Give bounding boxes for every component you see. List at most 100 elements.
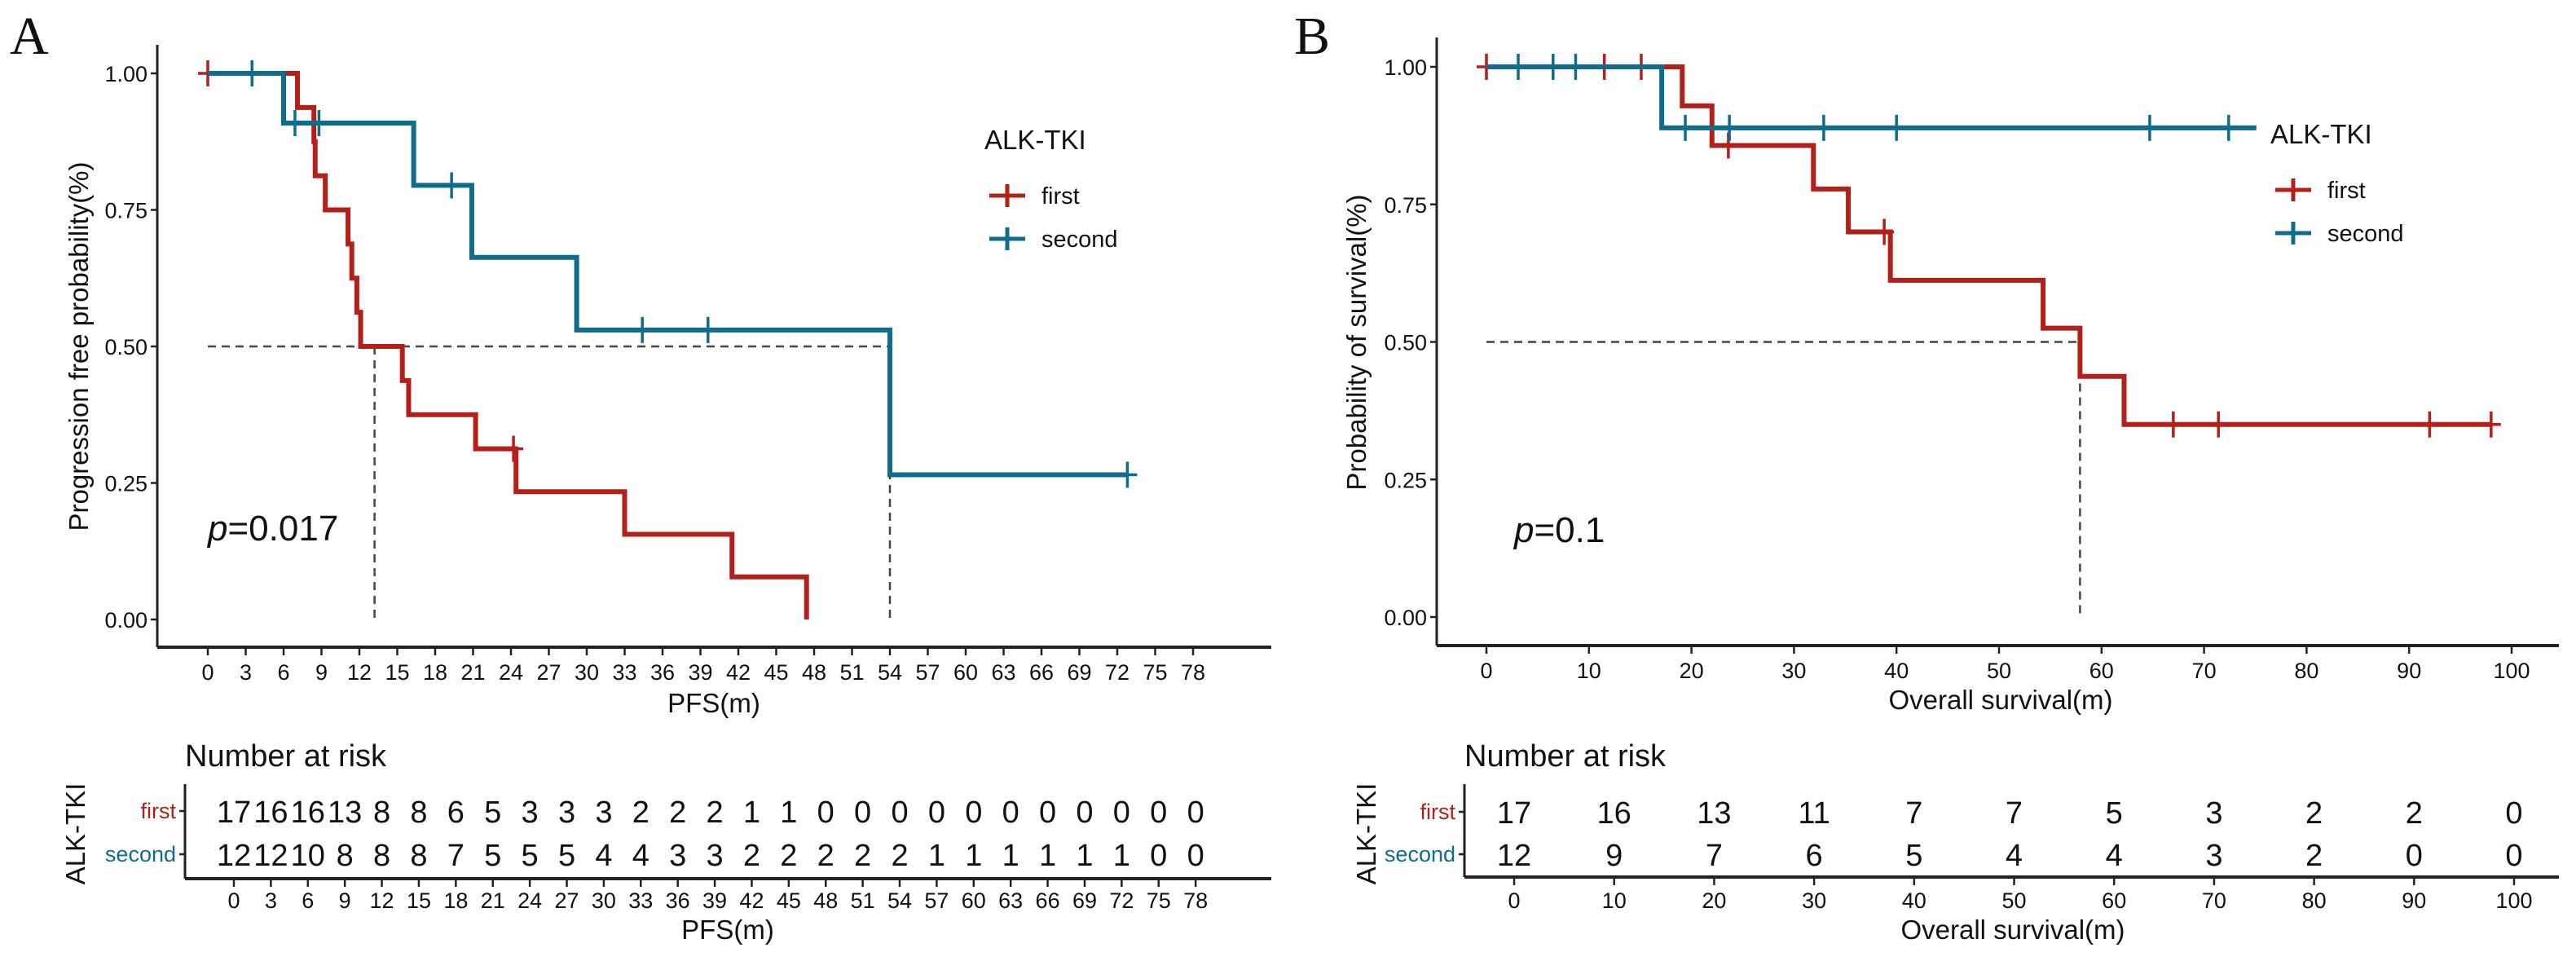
risk-x-tick-label: 51 — [851, 888, 875, 913]
risk-count: 7 — [1905, 796, 1922, 831]
risk-count: 0 — [2505, 796, 2522, 831]
risk-x-tick-label: 48 — [813, 888, 838, 913]
risk-x-tick-label: 90 — [2402, 888, 2426, 913]
y-tick-label: 0.25 — [104, 472, 148, 496]
x-tick-label: 42 — [726, 660, 751, 685]
x-tick-label: 39 — [688, 660, 712, 685]
x-axis-title: PFS(m) — [667, 688, 760, 718]
risk-count: 8 — [373, 839, 390, 873]
risk-x-tick-label: 6 — [302, 888, 314, 913]
risk-count: 2 — [817, 839, 834, 873]
risk-count: 0 — [2505, 839, 2522, 873]
risk-count: 0 — [1187, 839, 1204, 873]
risk-x-tick-label: 60 — [2102, 888, 2126, 913]
risk-count: 2 — [2406, 796, 2423, 831]
risk-x-tick-label: 27 — [554, 888, 579, 913]
risk-x-tick-label: 10 — [1602, 888, 1627, 913]
risk-count: 2 — [2305, 796, 2323, 831]
legend-key-second — [989, 227, 1025, 250]
risk-count: 4 — [2006, 839, 2023, 873]
risk-count: 1 — [743, 796, 760, 830]
risk-x-tick-label: 20 — [1702, 888, 1726, 913]
km-curve-first — [1486, 64, 2491, 427]
censor-mark-second — [698, 316, 718, 343]
x-tick-label: 51 — [839, 660, 864, 685]
risk-x-tick-label: 30 — [592, 888, 616, 913]
censor-mark-first — [504, 435, 524, 462]
risk-x-tick-label: 69 — [1072, 888, 1097, 913]
risk-count: 8 — [410, 796, 427, 830]
risk-x-tick-label: 36 — [666, 888, 690, 913]
risk-count: 8 — [410, 839, 427, 873]
risk-x-tick-label: 30 — [1802, 888, 1826, 913]
risk-count: 1 — [928, 839, 945, 873]
risk-row-label-second: second — [105, 842, 176, 866]
y-tick-label: 0.75 — [1384, 193, 1427, 218]
risk-count: 16 — [253, 796, 288, 830]
x-tick-label: 30 — [575, 660, 599, 685]
p-value-number: =0.1 — [1534, 510, 1605, 550]
censor-mark-second — [1887, 114, 1907, 141]
risk-count: 1 — [1039, 839, 1056, 873]
risk-x-tick-label: 78 — [1183, 888, 1208, 913]
x-tick-label: 60 — [2089, 659, 2114, 683]
p-value-prefix: p — [1513, 510, 1534, 550]
x-tick-label: 66 — [1029, 660, 1054, 685]
risk-count: 0 — [817, 796, 834, 830]
y-tick-label: 1.00 — [104, 62, 148, 86]
risk-count: 3 — [595, 796, 612, 830]
risk-count: 17 — [217, 796, 251, 830]
legend-title: ALK-TKI — [984, 125, 1086, 155]
risk-count: 8 — [373, 796, 390, 830]
risk-count: 12 — [253, 839, 288, 873]
risk-count: 3 — [2205, 839, 2222, 873]
risk-x-tick-label: 0 — [227, 888, 240, 913]
censor-mark-first — [1874, 218, 1895, 245]
risk-count: 2 — [891, 839, 908, 873]
censor-mark-first — [2163, 411, 2183, 438]
risk-count: 7 — [447, 839, 465, 873]
censor-mark-second — [1117, 461, 1138, 488]
risk-count: 9 — [1605, 839, 1623, 873]
risk-x-tick-label: 60 — [962, 888, 986, 913]
censor-mark-second — [632, 316, 653, 343]
risk-count: 6 — [1806, 839, 1823, 873]
risk-count: 10 — [291, 839, 325, 873]
censor-mark-first — [2208, 411, 2229, 438]
risk-count: 0 — [1150, 796, 1167, 830]
y-tick-label: 0.50 — [1384, 331, 1427, 355]
risk-count: 0 — [2406, 839, 2423, 873]
risk-table-title: Number at risk — [1464, 739, 1667, 774]
risk-x-tick-label: 100 — [2495, 888, 2532, 913]
x-tick-label: 75 — [1143, 660, 1167, 685]
x-tick-label: 78 — [1181, 660, 1205, 685]
legend-label-second: second — [1041, 227, 1118, 253]
risk-count: 1 — [1076, 839, 1093, 873]
risk-count: 2 — [669, 796, 686, 830]
x-tick-label: 12 — [347, 660, 372, 685]
x-tick-label: 24 — [499, 660, 523, 685]
x-tick-label: 54 — [878, 660, 902, 685]
censor-mark-second — [284, 109, 305, 136]
y-tick-label: 0.50 — [104, 335, 148, 359]
risk-count: 5 — [558, 839, 575, 873]
legend-key-first — [2275, 179, 2311, 201]
y-tick-label: 0.25 — [1384, 468, 1427, 492]
risk-count: 3 — [706, 839, 723, 873]
x-axis-title: Overall survival(m) — [1888, 685, 2112, 715]
risk-count: 5 — [1905, 839, 1922, 873]
risk-count: 0 — [1113, 796, 1130, 830]
panel-a: A 0.000.250.500.751.000 3 6 9 12 15 18 21 24 27 30… — [10, 7, 1271, 945]
censor-mark-second — [1543, 54, 1563, 80]
risk-x-tick-label: 57 — [924, 888, 949, 913]
risk-count: 0 — [1187, 796, 1204, 830]
risk-count: 0 — [1076, 796, 1093, 830]
x-tick-label: 10 — [1577, 659, 1601, 683]
risk-count: 1 — [965, 839, 982, 873]
risk-x-tick-label: 39 — [702, 888, 727, 913]
p-value-number: =0.017 — [227, 509, 338, 549]
risk-x-tick-label: 3 — [265, 888, 277, 913]
legend-key-first — [989, 184, 1025, 207]
legend-label-first: first — [1041, 183, 1080, 209]
panel-letter-a: A — [10, 7, 49, 66]
